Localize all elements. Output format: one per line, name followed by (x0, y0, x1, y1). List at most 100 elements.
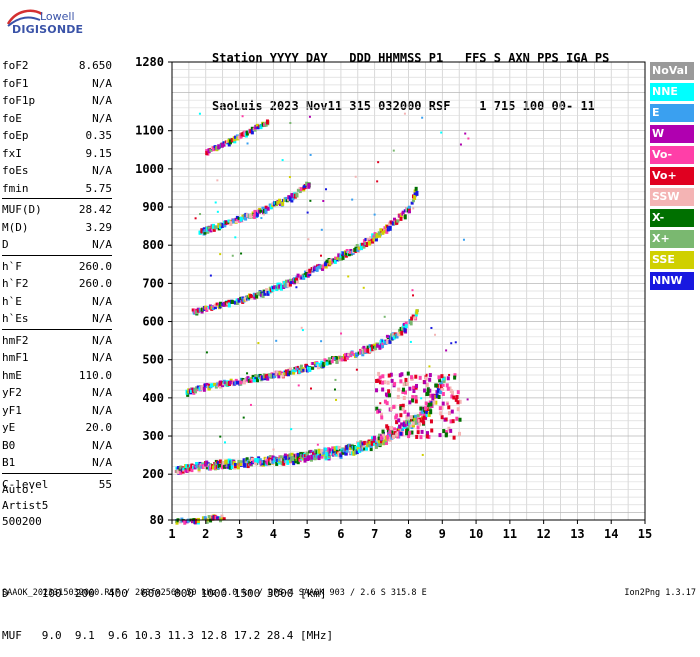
echo-point (218, 459, 222, 464)
echo-point (318, 452, 322, 456)
param-row: fmin 5.75 (2, 180, 112, 198)
legend-item: X- (650, 209, 694, 227)
echo-point (299, 187, 303, 192)
echo-point (249, 129, 253, 134)
echo-point (207, 226, 211, 230)
echo-point (374, 346, 378, 351)
echo-point (388, 436, 392, 442)
param-name: h`F2 (2, 277, 29, 291)
echo-point (351, 198, 354, 201)
echo-point (449, 428, 453, 433)
param-value: 28.42 (78, 203, 112, 217)
y-tick-label: 900 (142, 200, 164, 214)
echo-point (264, 208, 268, 214)
echo-point (291, 369, 294, 372)
echo-point (401, 389, 405, 394)
legend-item: X+ (650, 230, 694, 248)
echo-point (187, 464, 191, 470)
echo-point (190, 467, 194, 473)
echo-point (256, 126, 260, 130)
echo-point (271, 204, 275, 208)
echo-point (434, 400, 438, 405)
param-value: 260.0 (78, 277, 112, 291)
echo-point (418, 422, 422, 427)
echo-point (371, 436, 375, 440)
echo-point (407, 210, 411, 214)
echo-point (393, 381, 397, 386)
echo-point (221, 222, 225, 227)
echo-point (407, 420, 411, 424)
echo-point (356, 445, 360, 451)
echo-point (385, 401, 389, 406)
echo-point (221, 464, 225, 470)
echo-point (335, 398, 338, 401)
echo-point (266, 290, 270, 296)
echo-point (293, 369, 297, 373)
echo-point (334, 378, 337, 381)
echo-point (301, 329, 304, 332)
echo-point (212, 226, 216, 232)
echo-point (285, 372, 289, 377)
echo-point (203, 229, 207, 233)
echo-point (354, 445, 358, 450)
echo-point (316, 443, 319, 446)
echo-point (261, 292, 265, 298)
echo-point (223, 441, 226, 444)
echo-point (446, 402, 449, 405)
echo-point (424, 413, 428, 418)
echo-point (367, 240, 371, 246)
echo-point (422, 415, 426, 420)
echo-point (458, 399, 462, 404)
auto-label: Auto: (2, 483, 36, 496)
echo-point (281, 372, 285, 378)
echo-point (397, 387, 401, 392)
echo-point (393, 427, 397, 431)
echo-point (245, 457, 249, 462)
legend-item: W (650, 125, 694, 143)
echo-point (377, 371, 381, 376)
echo-point (395, 220, 399, 225)
echo-point (438, 433, 442, 438)
echo-point (287, 371, 291, 377)
echo-point (396, 428, 400, 432)
echo-point (420, 429, 424, 434)
echo-point (205, 382, 209, 386)
echo-point (300, 457, 304, 461)
param-name: hmE (2, 368, 22, 382)
echo-point (205, 306, 209, 312)
echo-point (415, 309, 419, 315)
echo-point (325, 259, 329, 263)
echo-point (298, 459, 302, 463)
echo-point (374, 236, 378, 242)
echo-point (335, 445, 339, 450)
param-name: B1 (2, 456, 16, 470)
echo-point (452, 395, 456, 400)
echo-point (320, 360, 324, 365)
echo-point (203, 516, 207, 520)
echo-point (288, 176, 291, 179)
echo-point (401, 403, 405, 408)
echo-point (355, 450, 359, 455)
echo-point (412, 207, 415, 210)
echo-point (286, 282, 290, 288)
echo-point (242, 379, 246, 385)
echo-point (375, 440, 379, 446)
echo-point (259, 209, 263, 213)
echo-point (390, 436, 394, 440)
polarization-legend: NoVal NNE E W Vo- Vo+ SSW X- X+ SSE NNW (650, 62, 694, 293)
echo-point (185, 463, 189, 467)
echo-point (455, 395, 459, 400)
echo-point (401, 387, 405, 392)
echo-point (271, 288, 275, 292)
echo-point (277, 373, 281, 379)
echo-point (278, 284, 282, 289)
echo-point (436, 387, 440, 393)
x-tick-label: 13 (570, 527, 584, 541)
echo-point (215, 302, 219, 306)
echo-point (300, 326, 303, 329)
echo-point (450, 342, 453, 345)
param-name: fxI (2, 146, 22, 160)
echo-point (432, 400, 436, 405)
echo-point (425, 373, 428, 376)
echo-point (401, 428, 405, 432)
